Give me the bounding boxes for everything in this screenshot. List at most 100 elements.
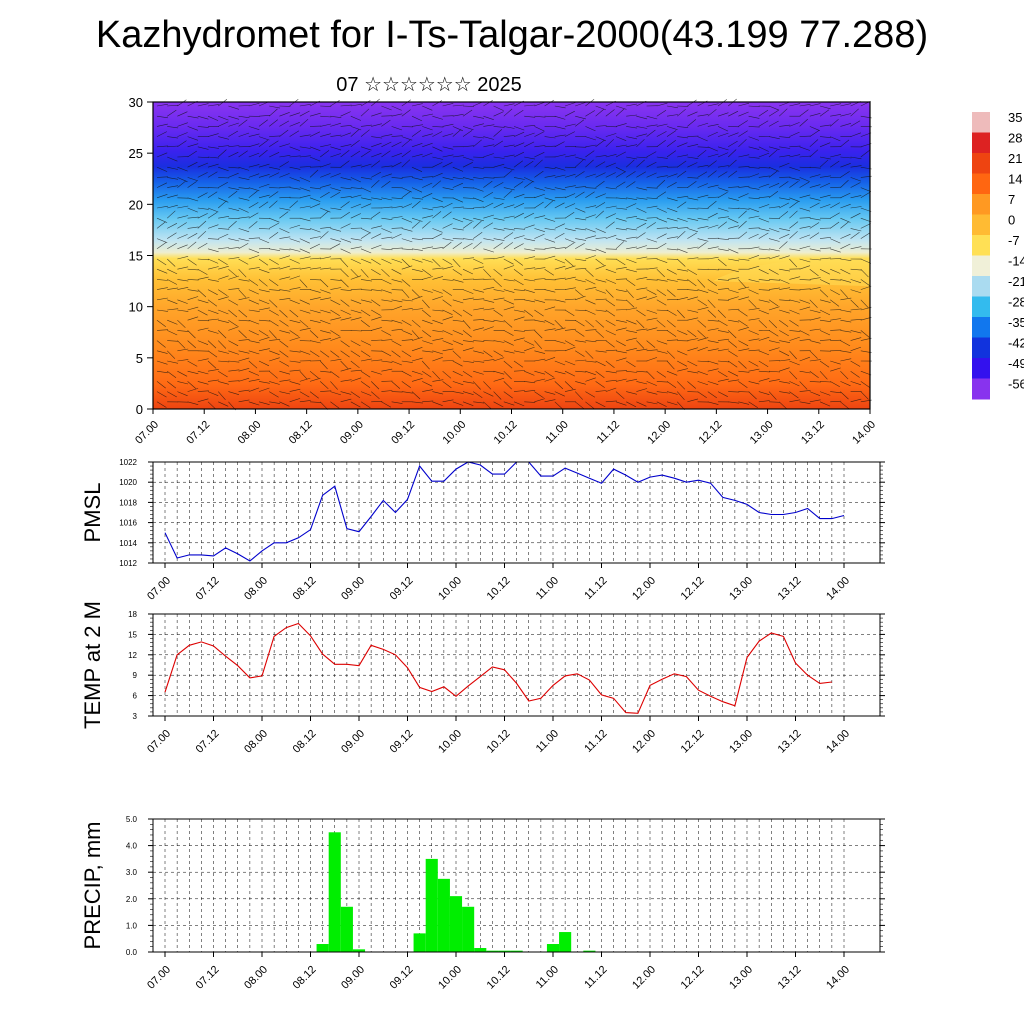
wind-barb bbox=[544, 99, 555, 107]
wind-barb bbox=[493, 197, 505, 200]
wind-barb bbox=[748, 289, 759, 295]
wind-barb bbox=[687, 330, 697, 338]
wind-barb bbox=[228, 309, 238, 318]
colorbar-swatch bbox=[972, 358, 990, 379]
wind-barb bbox=[330, 115, 342, 118]
wind-barb bbox=[422, 142, 433, 148]
wind-barb bbox=[462, 340, 474, 343]
wind-barb bbox=[422, 309, 431, 318]
wind-barb bbox=[626, 307, 638, 311]
wind-barb bbox=[789, 381, 800, 387]
wind-barb bbox=[748, 197, 760, 200]
wind-barb bbox=[350, 203, 362, 209]
y-tick-label: 30 bbox=[129, 95, 143, 110]
wind-barb bbox=[656, 381, 668, 383]
x-tick-label: 11.00 bbox=[543, 419, 570, 446]
wind-barb bbox=[442, 370, 452, 379]
wind-barb bbox=[564, 360, 576, 366]
wind-barb bbox=[411, 124, 423, 127]
wind-barb bbox=[442, 187, 454, 190]
wind-barb bbox=[401, 176, 413, 178]
wind-barb bbox=[411, 401, 423, 404]
precip-bar bbox=[437, 878, 450, 952]
wind-barb bbox=[320, 390, 332, 392]
wind-barb bbox=[636, 287, 648, 290]
wind-barb bbox=[513, 279, 524, 286]
wind-barb bbox=[167, 279, 178, 285]
wind-barb bbox=[401, 350, 412, 357]
wind-barb bbox=[309, 267, 321, 270]
y-tick-label: 0.0 bbox=[126, 948, 138, 957]
wind-barb bbox=[524, 132, 535, 137]
wind-barb bbox=[228, 257, 240, 260]
wind-barb bbox=[707, 381, 719, 385]
wind-barb bbox=[299, 299, 310, 305]
wind-barb bbox=[666, 339, 679, 341]
wind-barb bbox=[809, 309, 821, 313]
wind-barb bbox=[728, 159, 737, 168]
wind-barb bbox=[524, 212, 535, 219]
wind-barb bbox=[473, 340, 485, 342]
wind-barb bbox=[575, 401, 584, 409]
wind-barb bbox=[452, 155, 464, 158]
wind-barb bbox=[248, 370, 260, 376]
y-axis-label: PRECIP, mm bbox=[80, 822, 105, 950]
wind-barb bbox=[850, 346, 862, 352]
wind-barb bbox=[513, 177, 525, 180]
wind-barb bbox=[615, 136, 627, 141]
wind-barb bbox=[687, 289, 699, 291]
wind-barb bbox=[279, 360, 290, 367]
wind-barb bbox=[228, 340, 239, 347]
wind-barb bbox=[320, 297, 332, 301]
wind-barb bbox=[228, 145, 240, 148]
wind-barb bbox=[197, 220, 207, 229]
wind-barb bbox=[677, 279, 689, 282]
wind-barb bbox=[850, 165, 862, 168]
wind-barb bbox=[207, 369, 219, 372]
wind-barb bbox=[799, 370, 811, 374]
wind-barb bbox=[320, 207, 331, 213]
wind-barb bbox=[503, 289, 515, 293]
wind-barb bbox=[411, 238, 423, 241]
precip-bar bbox=[425, 858, 438, 952]
wind-barb bbox=[758, 146, 769, 152]
wind-barb bbox=[207, 146, 219, 149]
wind-barb bbox=[503, 258, 514, 265]
wind-barb bbox=[626, 401, 637, 408]
wind-barb bbox=[401, 228, 413, 232]
wind-barb bbox=[524, 279, 536, 282]
wind-barb bbox=[575, 242, 585, 250]
wind-barb bbox=[513, 126, 525, 131]
y-tick-label: 1022 bbox=[119, 458, 137, 467]
wind-barb bbox=[432, 350, 443, 355]
wind-barb bbox=[738, 207, 750, 210]
wind-barb bbox=[636, 115, 648, 120]
wind-barb bbox=[768, 183, 780, 188]
wind-barb bbox=[585, 136, 596, 141]
wind-barb bbox=[585, 287, 597, 290]
wind-barb bbox=[779, 287, 791, 290]
wind-barb bbox=[156, 360, 168, 365]
wind-barb bbox=[575, 340, 587, 343]
wind-barb bbox=[677, 201, 687, 209]
wind-barb bbox=[830, 268, 841, 274]
wind-barb bbox=[432, 162, 443, 168]
wind-barb bbox=[687, 197, 699, 201]
wind-barb bbox=[809, 174, 821, 178]
wind-barb bbox=[401, 238, 413, 243]
wind-barb bbox=[575, 186, 587, 188]
wind-barb bbox=[758, 289, 770, 291]
wind-barb bbox=[166, 258, 176, 267]
wind-barb bbox=[483, 287, 495, 290]
wind-barb bbox=[187, 401, 199, 405]
wind-barb bbox=[677, 360, 688, 367]
wind-barb bbox=[564, 185, 576, 188]
wind-barb bbox=[595, 330, 604, 338]
wind-barb bbox=[513, 360, 524, 368]
wind-barb bbox=[626, 360, 636, 368]
wind-barb bbox=[187, 296, 199, 301]
wind-barb bbox=[289, 319, 301, 324]
wind-barb bbox=[452, 309, 463, 317]
wind-barb bbox=[646, 327, 658, 331]
wind-barb bbox=[340, 340, 350, 348]
